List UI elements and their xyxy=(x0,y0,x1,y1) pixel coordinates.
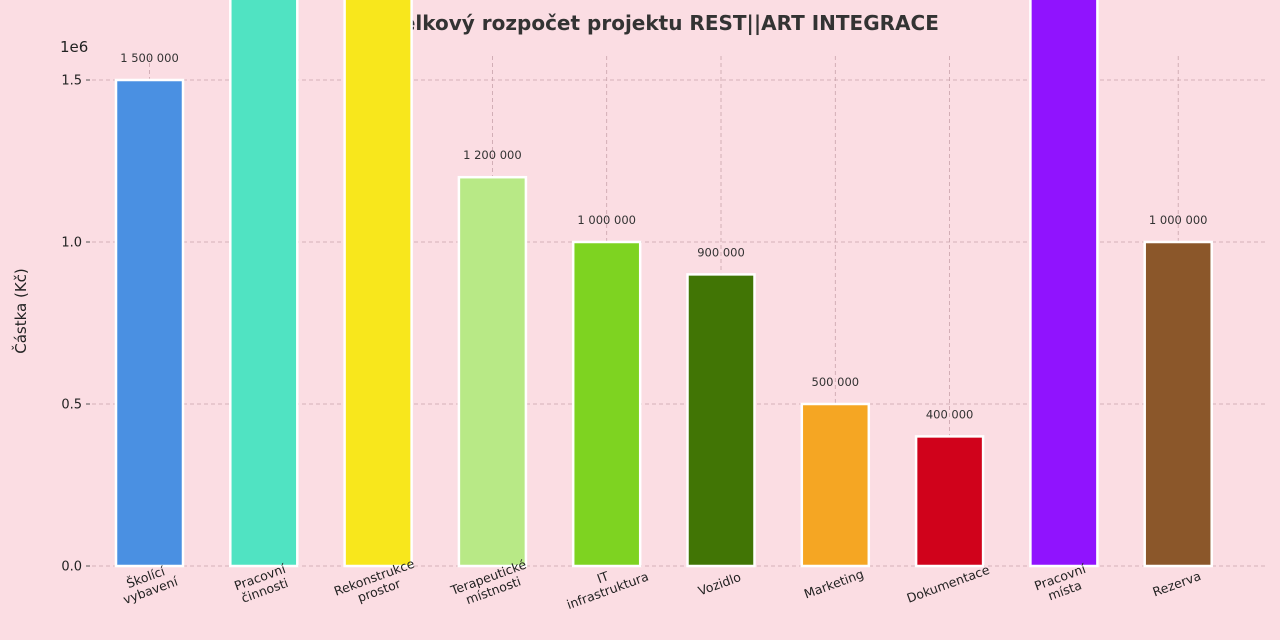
bar-value-label: 1 000 000 xyxy=(577,213,636,227)
x-tick-label: Vozidlo xyxy=(696,569,743,598)
bar xyxy=(229,0,299,568)
bar xyxy=(343,0,413,568)
bar xyxy=(1029,0,1099,568)
x-tick-label-line: Dokumentace xyxy=(905,562,992,606)
bar-value-label: 1 500 000 xyxy=(120,51,179,65)
x-tick-label: Pracovnímísta xyxy=(1032,561,1093,607)
bar xyxy=(914,435,985,568)
x-tick-label: Rezerva xyxy=(1150,568,1202,599)
bar-value-label: 500 000 xyxy=(812,375,860,389)
bar xyxy=(800,402,871,568)
bar-value-label: 400 000 xyxy=(926,407,974,421)
x-tick-label-line: Marketing xyxy=(802,566,866,601)
bar-value-label: 900 000 xyxy=(697,245,745,259)
x-tick-label-line: IT xyxy=(595,568,611,586)
x-tick-label-line: Rezerva xyxy=(1150,568,1202,599)
x-tick-label: Pracovníčinnosti xyxy=(232,561,293,607)
x-tick-label: Dokumentace xyxy=(905,562,992,606)
bar xyxy=(686,273,756,568)
y-tick-label: 1.5 xyxy=(61,74,82,89)
bar xyxy=(457,175,528,568)
x-tick-label-line: Vozidlo xyxy=(696,569,743,598)
bar xyxy=(114,78,185,568)
x-tick-label: Školícívybavení xyxy=(116,560,180,607)
bar-value-label: 1 000 000 xyxy=(1149,213,1208,227)
y-tick-label: 1.0 xyxy=(61,236,82,251)
y-axis-label: Částka (Kč) xyxy=(11,268,30,354)
y-tick-label: 0.5 xyxy=(61,398,82,413)
bar-value-label: 1 200 000 xyxy=(463,148,522,162)
x-tick-label: Marketing xyxy=(802,566,866,601)
y-axis-scale-note: 1e6 xyxy=(60,38,88,56)
bar xyxy=(571,240,642,568)
chart-title: Celkový rozpočet projektu REST||ART INTE… xyxy=(387,11,939,35)
bar xyxy=(1143,240,1213,568)
y-tick-label: 0.0 xyxy=(61,560,82,575)
